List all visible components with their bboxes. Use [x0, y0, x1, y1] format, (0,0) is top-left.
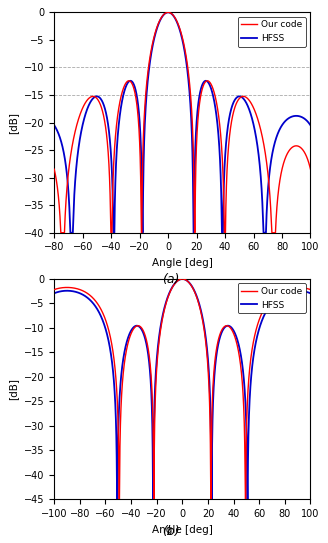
HFSS — [115, 496, 119, 503]
Line: Our code: Our code — [47, 12, 311, 233]
HFSS — [68, 230, 72, 236]
HFSS — [309, 290, 313, 296]
Line: HFSS: HFSS — [54, 279, 311, 500]
Y-axis label: [dB]: [dB] — [8, 378, 18, 400]
HFSS — [262, 230, 266, 236]
Our code — [206, 365, 210, 372]
Text: (b): (b) — [162, 525, 179, 538]
Line: Our code: Our code — [54, 279, 311, 500]
Our code — [219, 329, 223, 335]
Legend: Our code, HFSS: Our code, HFSS — [237, 283, 306, 313]
HFSS — [146, 77, 150, 84]
HFSS — [93, 93, 97, 100]
Our code — [242, 93, 246, 100]
HFSS — [52, 290, 56, 296]
Our code — [180, 276, 184, 282]
Our code — [99, 306, 103, 312]
HFSS — [206, 357, 210, 363]
HFSS — [166, 9, 170, 16]
Our code — [146, 70, 150, 76]
Legend: Our code, HFSS: Our code, HFSS — [237, 17, 306, 47]
HFSS — [45, 115, 49, 121]
HFSS — [180, 276, 184, 282]
HFSS — [242, 96, 246, 102]
X-axis label: Angle [deg]: Angle [deg] — [152, 525, 213, 535]
HFSS — [219, 331, 223, 337]
Our code — [45, 147, 49, 154]
HFSS — [99, 313, 103, 319]
Our code — [263, 304, 267, 310]
Our code — [59, 230, 63, 236]
X-axis label: Angle [deg]: Angle [deg] — [152, 258, 213, 268]
HFSS — [203, 78, 207, 84]
Our code — [309, 166, 313, 173]
Y-axis label: [dB]: [dB] — [8, 111, 18, 134]
Our code — [203, 79, 207, 85]
HFSS — [216, 132, 220, 139]
Our code — [93, 93, 97, 100]
Our code — [52, 286, 56, 293]
HFSS — [150, 417, 154, 424]
HFSS — [263, 311, 267, 317]
Our code — [216, 112, 220, 118]
HFSS — [244, 402, 248, 408]
Our code — [244, 496, 248, 503]
HFSS — [309, 122, 313, 129]
Our code — [166, 9, 170, 16]
Our code — [150, 393, 154, 400]
Text: (a): (a) — [162, 273, 179, 286]
Our code — [117, 496, 121, 503]
Line: HFSS: HFSS — [47, 12, 311, 233]
Our code — [309, 286, 313, 293]
Our code — [262, 141, 266, 148]
